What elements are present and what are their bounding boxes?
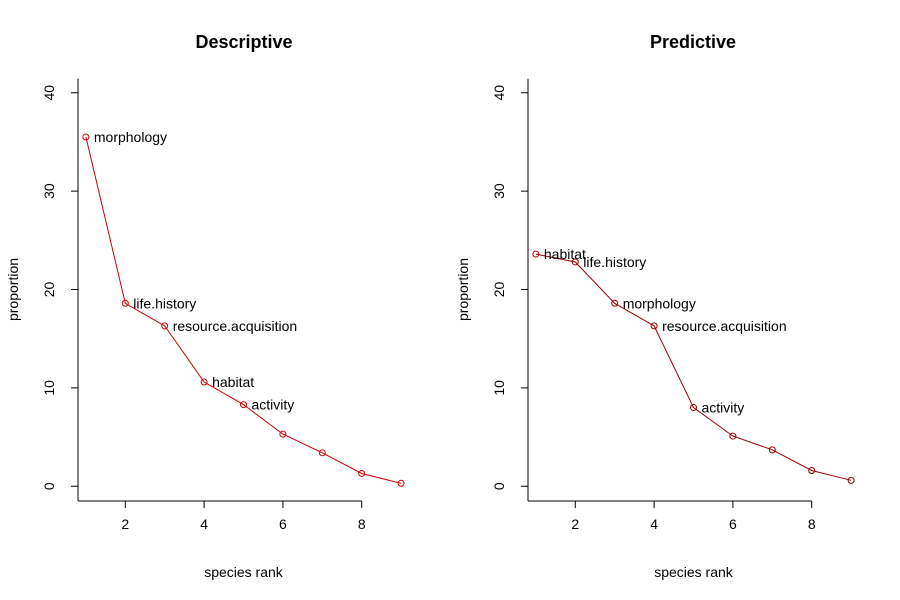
data-point: [240, 401, 247, 409]
data-point: [161, 322, 169, 330]
y-axis-label: proportion: [455, 258, 471, 321]
x-tick-label: 2: [121, 516, 129, 532]
y-tick-label: 20: [41, 282, 57, 298]
point-label: activity: [252, 397, 295, 413]
data-point: [318, 449, 326, 457]
point-label: resource.acquisition: [662, 318, 787, 334]
point-label: morphology: [623, 295, 696, 311]
data-point: [847, 476, 855, 484]
point-label: resource.acquisition: [173, 318, 298, 334]
data-point: [82, 133, 90, 141]
data-point: [532, 250, 540, 258]
point-label: habitat: [544, 246, 586, 262]
y-tick-label: 10: [491, 380, 507, 396]
data-point: [200, 378, 208, 386]
data-point: [571, 258, 579, 266]
x-tick-label: 6: [729, 516, 737, 532]
x-tick-label: 2: [571, 516, 579, 532]
predictive-panel: Predictive 2 4 6 8 0 10 20 30 40 species rank propo…: [455, 32, 855, 580]
series-line: [85, 136, 402, 484]
point-label: life.history: [583, 254, 646, 270]
x-tick-label: 4: [200, 516, 208, 532]
chart-title: Predictive: [650, 32, 736, 52]
data-point: [729, 432, 737, 440]
y-tick-label: 0: [491, 482, 507, 490]
x-axis-label: species rank: [204, 564, 284, 580]
y-tick-label: 30: [491, 183, 507, 199]
data-point: [690, 404, 697, 412]
y-tick-label: 10: [41, 380, 57, 396]
descriptive-panel: Descriptive 2 4 6 8 0 10 20 30 40 species rank prop…: [5, 32, 405, 580]
data-point: [650, 322, 658, 330]
data-point: [358, 469, 366, 477]
data-point: [121, 299, 129, 307]
data-point: [808, 467, 816, 475]
x-axis-label: species rank: [654, 564, 734, 580]
point-label: habitat: [212, 374, 254, 390]
x-tick-label: 8: [358, 516, 366, 532]
x-tick-label: 6: [279, 516, 287, 532]
point-label: life.history: [133, 295, 196, 311]
series-line: [535, 253, 852, 481]
data-point: [611, 299, 619, 307]
y-tick-label: 40: [41, 85, 57, 101]
y-tick-label: 20: [491, 282, 507, 298]
data-point: [397, 479, 405, 487]
y-tick-label: 40: [491, 85, 507, 101]
chart-title: Descriptive: [195, 32, 292, 52]
point-label: morphology: [94, 129, 167, 145]
x-tick-label: 8: [808, 516, 816, 532]
x-tick-label: 4: [650, 516, 658, 532]
y-axis-label: proportion: [5, 258, 21, 321]
point-label: activity: [702, 400, 745, 416]
data-point: [768, 446, 776, 454]
y-tick-label: 0: [41, 482, 57, 490]
data-point: [279, 430, 287, 438]
y-tick-label: 30: [41, 183, 57, 199]
